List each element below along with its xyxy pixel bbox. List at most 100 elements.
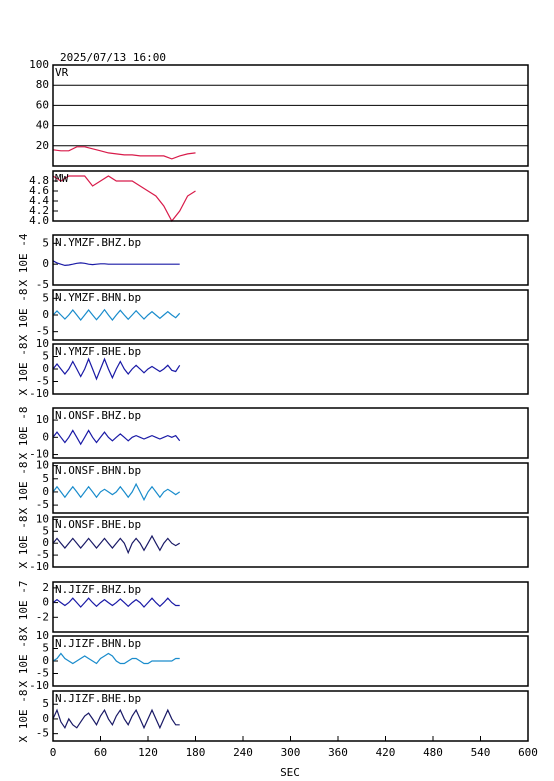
panel-label: N.JIZF.BHE.bp [55,692,141,705]
y-tick-label: 4.0 [29,214,49,227]
y-scale-label: X 10E -8 [17,289,30,342]
panel-label: N.ONSF.BHZ.bp [55,409,141,422]
y-scale-label: X 10E -8 [17,516,30,569]
data-line [52,146,196,160]
x-tick-label: 420 [376,746,396,759]
panel-label: MW [55,172,69,185]
y-tick-label: 0 [42,308,49,321]
panel-frame [52,407,529,459]
panel-frame [52,234,529,286]
y-tick-label: -2 [36,610,49,623]
y-tick-label: 0 [42,654,49,667]
y-tick-label: 0 [42,257,49,270]
y-scale-label: X 10E -4 [17,233,30,286]
y-tick-label: 80 [36,78,49,91]
y-tick-label: 10 [36,629,49,642]
panel-label: N.YMZF.BHZ.bp [55,236,141,249]
x-axis-label: SEC [280,766,300,779]
panel-frame [52,462,529,514]
x-tick-label: 0 [50,746,57,759]
chart-title: 2025/07/13 16:00 [60,51,166,64]
y-tick-label: -5 [36,325,49,338]
x-tick-label: 600 [518,746,538,759]
x-tick-label: 60 [94,746,107,759]
y-tick-label: 5 [42,291,49,304]
panel-frame [52,289,529,341]
data-line [52,260,180,267]
y-tick-label: -10 [29,387,49,400]
y-tick-label: 100 [29,58,49,71]
data-line [52,597,180,608]
panel-label: N.JIZF.BHZ.bp [55,583,141,596]
y-tick-label: 5 [42,642,49,655]
y-scale-label: X 10E -8 [17,635,30,688]
y-tick-label: 10 [36,459,49,472]
y-scale-label: X 10E -8 [17,343,30,396]
y-tick-label: 0 [42,362,49,375]
data-line [52,482,181,502]
x-tick-label: 240 [233,746,253,759]
y-tick-label: 10 [36,512,49,525]
y-scale-label: X 10E -7 [17,581,30,634]
panel-label: N.ONSF.BHE.bp [55,518,141,531]
y-tick-label: -5 [36,727,49,740]
data-line [52,175,196,223]
y-tick-label: -10 [29,679,49,692]
y-tick-label: 5 [42,236,49,249]
y-scale-label: X 10E -8 [17,407,30,460]
panel-label: N.JIZF.BHN.bp [55,637,141,650]
y-tick-label: 20 [36,139,49,152]
y-tick-label: -5 [36,278,49,291]
x-tick-label: 300 [281,746,301,759]
y-tick-label: -5 [36,498,49,511]
y-scale-label: X 10E -8 [17,690,30,743]
panel-label: N.YMZF.BHE.bp [55,345,141,358]
y-tick-label: 0 [42,596,49,609]
y-tick-label: -5 [36,548,49,561]
y-tick-label: 60 [36,98,49,111]
panel-label: VR [55,66,69,79]
y-tick-label: 10 [36,337,49,350]
x-tick-label: 540 [471,746,491,759]
y-tick-label: 0 [42,430,49,443]
panel-label: N.YMZF.BHN.bp [55,291,141,304]
y-tick-label: 4.2 [29,204,49,217]
panel-frame [52,516,529,568]
x-tick-label: 120 [138,746,158,759]
y-tick-label: 4.6 [29,184,49,197]
x-tick-label: 360 [328,746,348,759]
y-tick-label: 2 [42,581,49,594]
x-tick-label: 180 [186,746,206,759]
y-tick-label: 5 [42,697,49,710]
y-tick-label: 5 [42,350,49,363]
y-tick-label: 5 [42,524,49,537]
y-tick-label: 10 [36,413,49,426]
y-tick-label: -10 [29,560,49,573]
y-tick-label: 5 [42,472,49,485]
panel-frame [52,635,529,687]
data-line [52,708,180,730]
data-line [52,308,181,321]
y-tick-label: 40 [36,119,49,132]
y-tick-label: 4.4 [29,194,49,207]
panel-label: N.ONSF.BHN.bp [55,464,141,477]
y-tick-label: 0 [42,712,49,725]
x-tick-label: 480 [423,746,443,759]
y-tick-label: -10 [29,448,49,461]
data-line [52,357,181,381]
panel-frame [52,64,529,167]
y-tick-label: 0 [42,536,49,549]
data-line [52,429,181,446]
panel-frame [52,581,529,633]
data-line [52,534,181,555]
data-line [52,652,180,665]
y-tick-label: -5 [36,667,49,680]
panel-frame [52,343,529,395]
y-tick-label: 4.8 [29,174,49,187]
panel-frame [52,170,529,222]
y-tick-label: 0 [42,485,49,498]
y-tick-label: -5 [36,375,49,388]
y-scale-label: X 10E -8 [17,462,30,515]
